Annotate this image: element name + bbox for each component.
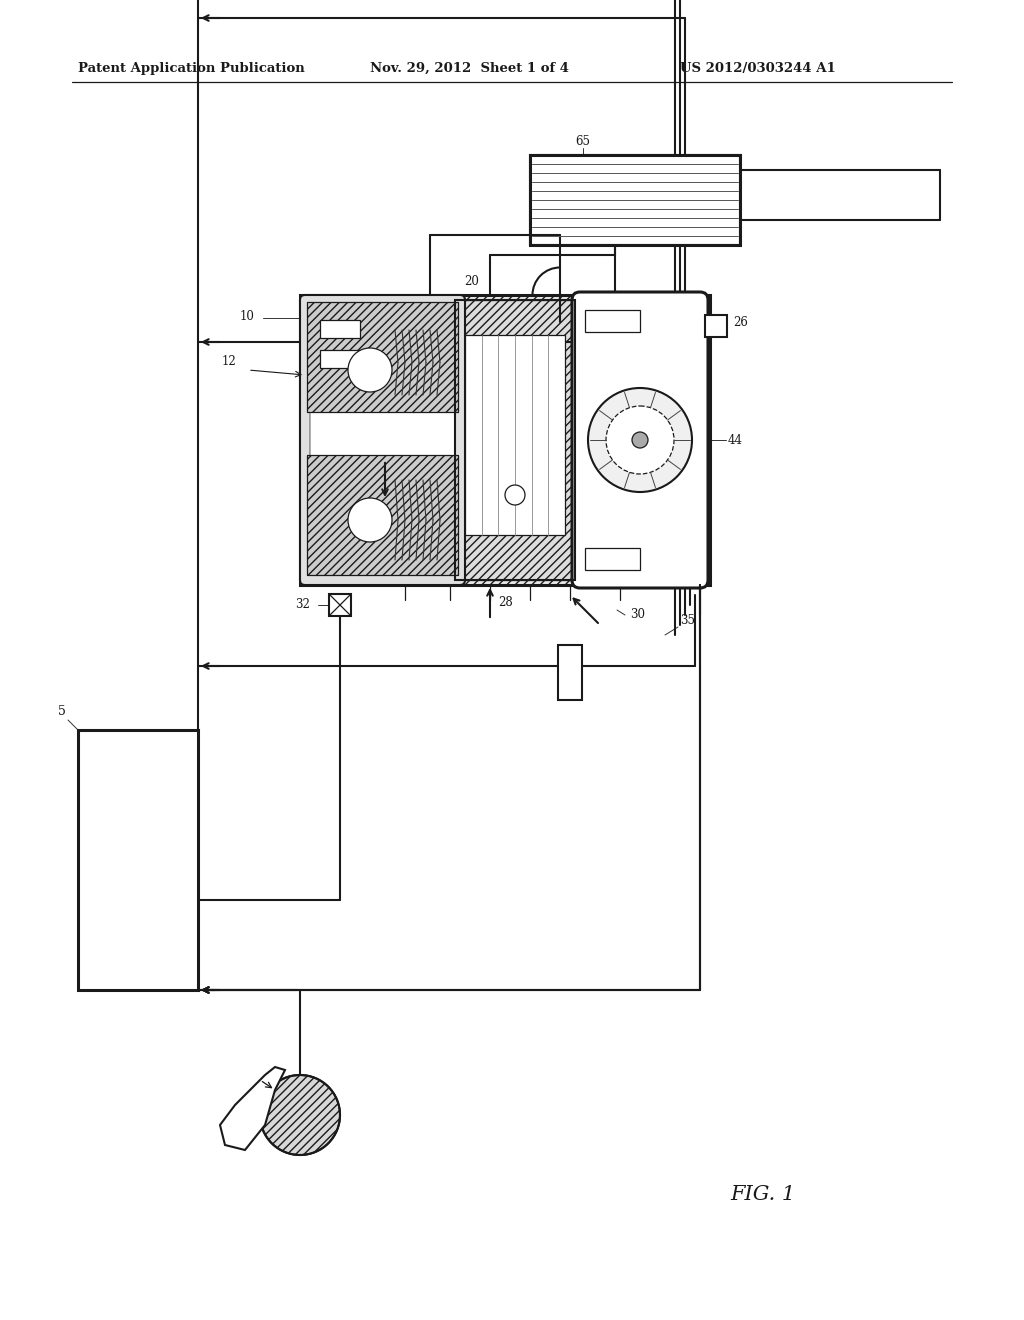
Circle shape xyxy=(348,348,392,392)
Circle shape xyxy=(260,1074,340,1155)
Bar xyxy=(307,455,458,576)
Bar xyxy=(307,455,458,576)
Bar xyxy=(319,350,360,368)
Bar xyxy=(329,594,351,616)
Bar xyxy=(307,302,458,412)
Circle shape xyxy=(606,407,674,474)
Text: 28: 28 xyxy=(498,597,513,610)
Bar xyxy=(305,300,705,579)
Text: 65: 65 xyxy=(575,135,590,148)
Bar xyxy=(78,730,198,990)
Bar xyxy=(585,310,640,333)
Text: US 2012/0303244 A1: US 2012/0303244 A1 xyxy=(680,62,836,75)
Bar xyxy=(455,300,575,579)
Circle shape xyxy=(505,484,525,506)
Bar xyxy=(307,302,458,412)
Text: 35: 35 xyxy=(680,614,695,627)
FancyBboxPatch shape xyxy=(300,294,465,585)
Bar xyxy=(300,294,710,585)
Bar xyxy=(705,315,727,337)
Circle shape xyxy=(588,388,692,492)
FancyBboxPatch shape xyxy=(572,292,708,587)
Text: 20: 20 xyxy=(464,275,479,288)
Text: 24: 24 xyxy=(665,305,680,318)
Circle shape xyxy=(348,498,392,543)
Text: 5: 5 xyxy=(58,705,66,718)
FancyBboxPatch shape xyxy=(310,305,455,576)
Bar xyxy=(530,154,740,246)
Bar xyxy=(585,548,640,570)
Bar xyxy=(530,154,740,246)
Text: 44: 44 xyxy=(728,433,743,446)
Text: FIG. 1: FIG. 1 xyxy=(730,1185,795,1204)
Bar xyxy=(465,335,565,535)
Text: 26: 26 xyxy=(733,315,748,329)
Text: 32: 32 xyxy=(295,598,310,611)
Text: Nov. 29, 2012  Sheet 1 of 4: Nov. 29, 2012 Sheet 1 of 4 xyxy=(370,62,569,75)
Text: 12: 12 xyxy=(222,355,237,368)
Text: 34: 34 xyxy=(457,433,472,446)
Bar xyxy=(558,645,582,700)
Polygon shape xyxy=(220,1067,285,1150)
Text: 10: 10 xyxy=(240,310,255,323)
Text: Patent Application Publication: Patent Application Publication xyxy=(78,62,305,75)
Bar xyxy=(319,319,360,338)
Bar xyxy=(455,300,575,579)
Text: 22: 22 xyxy=(480,503,495,516)
Text: 30: 30 xyxy=(630,609,645,622)
Circle shape xyxy=(632,432,648,447)
